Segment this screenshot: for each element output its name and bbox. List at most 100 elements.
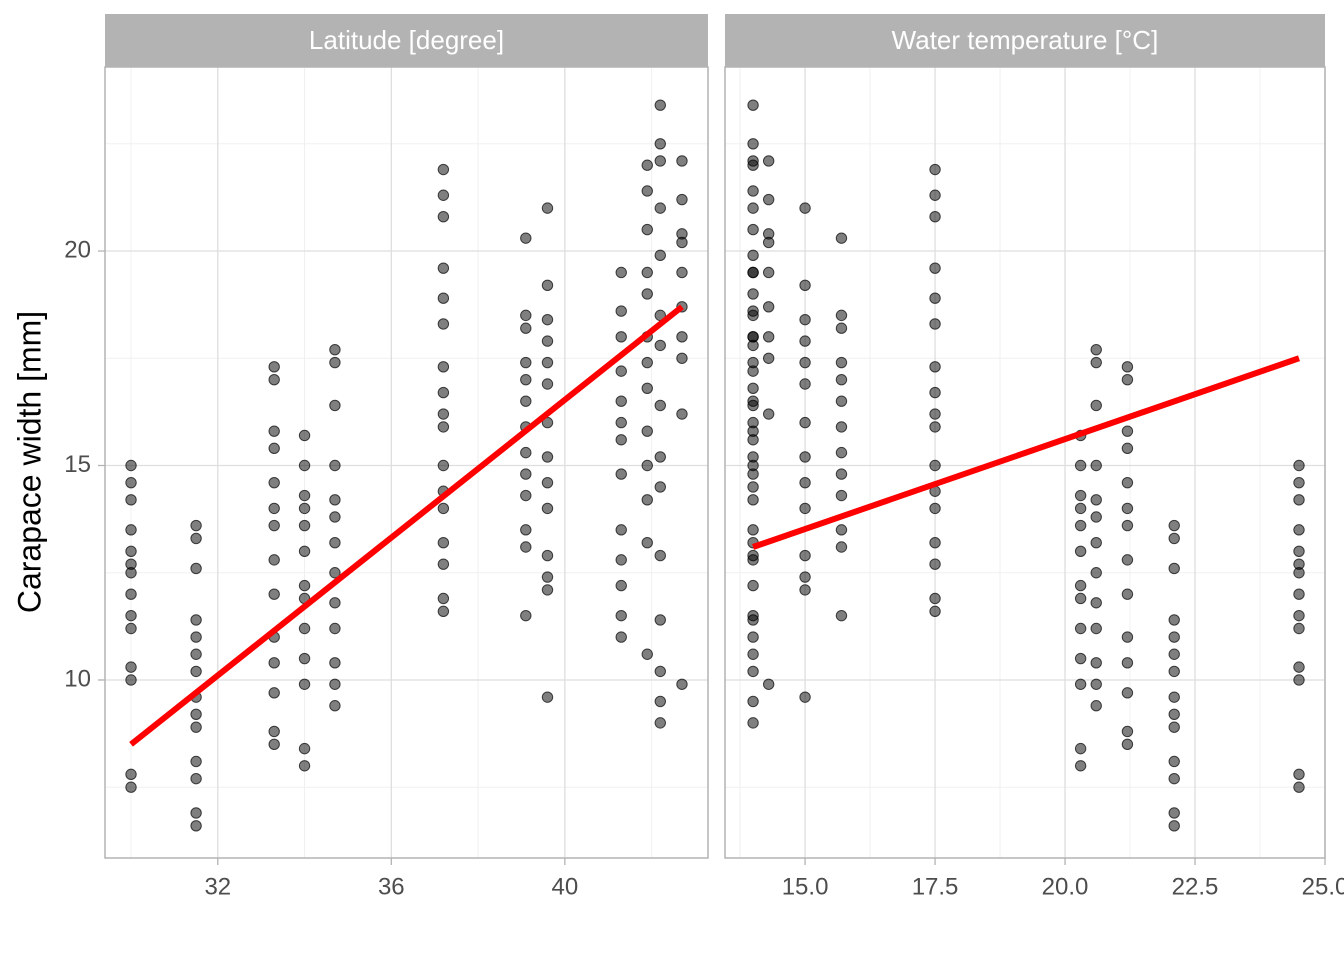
point (541, 378, 554, 390)
point (520, 395, 532, 407)
point (747, 202, 759, 214)
point (654, 665, 666, 678)
point (298, 760, 311, 772)
point (1168, 691, 1180, 703)
point (835, 489, 848, 502)
point (190, 631, 202, 643)
point (190, 614, 202, 626)
point (1090, 678, 1102, 690)
point (1168, 807, 1180, 819)
point (541, 335, 554, 347)
point (1090, 657, 1102, 669)
point (1090, 494, 1102, 506)
point (329, 567, 341, 579)
point (747, 648, 759, 660)
point (437, 361, 450, 373)
point (1121, 425, 1134, 437)
x-tick-label: 40 (551, 873, 578, 900)
point (747, 339, 759, 352)
strip-title: Latitude [degree] (309, 25, 504, 55)
point (1121, 588, 1134, 600)
point (1090, 399, 1102, 412)
point (437, 605, 450, 618)
point (298, 489, 311, 502)
point (520, 489, 532, 502)
point (541, 502, 554, 515)
point (654, 614, 666, 626)
point (1293, 768, 1305, 781)
point (520, 232, 532, 244)
point (541, 202, 554, 214)
point (641, 356, 653, 369)
point (641, 648, 653, 660)
point (1074, 742, 1087, 755)
point (520, 322, 532, 334)
point (654, 451, 666, 463)
point (1168, 648, 1180, 660)
point (1074, 652, 1087, 665)
point (835, 395, 848, 407)
point (125, 545, 137, 557)
point (654, 339, 666, 352)
panel-border (724, 66, 1326, 859)
point (1293, 661, 1305, 673)
point (437, 262, 450, 274)
point (1168, 721, 1180, 733)
point (541, 313, 554, 326)
point (654, 717, 666, 729)
point (747, 451, 759, 463)
point (125, 609, 137, 622)
point (1293, 545, 1305, 557)
point (762, 228, 775, 240)
point (1293, 459, 1305, 472)
point (1121, 502, 1134, 515)
point (799, 549, 811, 562)
point (654, 99, 666, 111)
point (676, 155, 688, 167)
point (329, 597, 341, 609)
point (541, 356, 554, 369)
point (1168, 562, 1180, 575)
point (190, 665, 202, 678)
point (929, 408, 941, 420)
point (541, 476, 554, 489)
point (835, 541, 848, 553)
point (615, 554, 627, 566)
point (329, 678, 341, 690)
point (1293, 558, 1305, 570)
point (1168, 614, 1180, 626)
point (641, 425, 653, 437)
point (329, 511, 341, 523)
point (762, 352, 775, 364)
point (1121, 519, 1134, 532)
point (1090, 356, 1102, 369)
point (125, 622, 137, 635)
point (268, 519, 280, 532)
point (298, 678, 311, 690)
point (268, 502, 280, 515)
point (929, 361, 941, 373)
y-axis-label: Carapace width [mm] (11, 311, 47, 613)
point (541, 571, 554, 583)
point (1293, 524, 1305, 536)
point (654, 202, 666, 214)
point (190, 807, 202, 819)
point (615, 524, 627, 536)
point (835, 421, 848, 433)
point (835, 356, 848, 369)
point (799, 476, 811, 489)
point (747, 185, 759, 197)
point (190, 772, 202, 785)
y-tick-label: 10 (64, 665, 91, 692)
point (747, 579, 759, 592)
point (654, 695, 666, 708)
point (835, 374, 848, 386)
point (835, 524, 848, 536)
point (437, 592, 450, 605)
point (329, 343, 341, 356)
point (1121, 442, 1134, 455)
point (676, 408, 688, 420)
point (929, 421, 941, 433)
point (1090, 700, 1102, 712)
point (190, 820, 202, 832)
